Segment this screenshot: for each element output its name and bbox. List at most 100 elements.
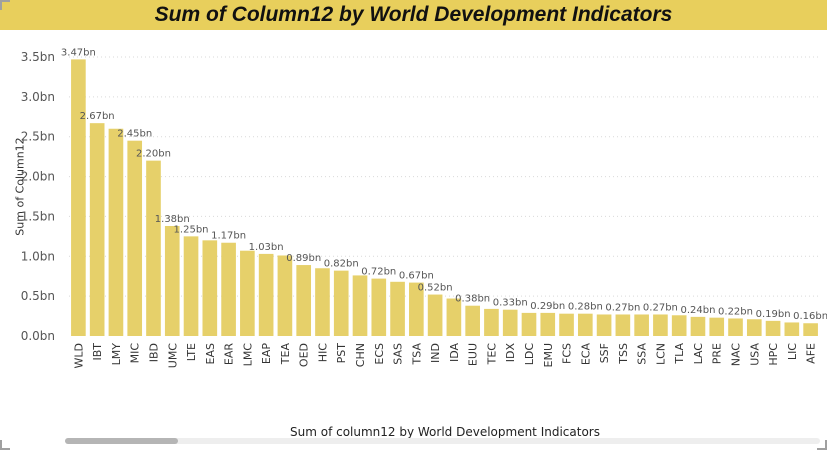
y-tick-label: 2.0bn (21, 170, 55, 184)
x-tick-label: CHN (354, 343, 367, 367)
bar (803, 323, 818, 336)
bar (446, 298, 462, 336)
x-tick-label: LIC (786, 343, 799, 360)
bar (653, 314, 668, 336)
x-tick-label: LAC (692, 343, 705, 365)
x-tick-label: EAS (204, 343, 217, 364)
data-label: 2.67bn (80, 111, 115, 122)
x-tick-label: IDA (448, 343, 461, 363)
title-bar: Sum of Column12 by World Development Ind… (0, 0, 827, 30)
bar (502, 309, 518, 336)
y-tick-label: 3.5bn (21, 50, 55, 64)
bar (540, 312, 556, 336)
data-label: 1.03bn (249, 242, 284, 253)
bar (240, 250, 255, 336)
bar (127, 140, 143, 336)
x-tick-label: FCS (561, 343, 574, 364)
data-label: 0.27bn (605, 302, 640, 313)
data-label: 0.33bn (493, 298, 528, 309)
bar (108, 128, 124, 336)
data-label: 1.38bn (155, 214, 190, 225)
x-tick-label: LTE (185, 343, 198, 361)
data-label: 0.52bn (418, 283, 453, 294)
bar (709, 317, 725, 336)
x-tick-label: ECS (373, 343, 386, 365)
bar (690, 316, 706, 336)
y-axis-ticks: 0.0bn 0.5bn 1.0bn 1.5bn 2.0bn 2.5bn 3.0bn 3.5bn (21, 50, 55, 343)
x-tick-label: TSA (410, 343, 423, 366)
bar (634, 314, 649, 336)
x-tick-label: TSS (617, 343, 630, 365)
horizontal-scrollbar[interactable] (65, 438, 820, 444)
bar (596, 314, 612, 336)
data-label: 2.45bn (117, 129, 152, 140)
x-tick-label: MIC (129, 343, 142, 364)
data-label: 0.29bn (530, 301, 565, 312)
x-tick-label: UMC (166, 343, 179, 369)
bar (89, 123, 105, 336)
resize-handle-top-left[interactable] (0, 0, 10, 10)
x-tick-label: HIC (316, 343, 329, 363)
data-label: 0.24bn (680, 305, 715, 316)
x-tick-label: NAC (730, 343, 743, 367)
y-tick-label: 2.5bn (21, 130, 55, 144)
bar (521, 312, 537, 336)
data-label: 0.89bn (286, 253, 321, 264)
y-tick-label: 3.0bn (21, 90, 55, 104)
x-tick-label: PRE (711, 343, 724, 364)
y-tick-label: 0.5bn (21, 289, 55, 303)
bar (315, 268, 330, 336)
x-tick-label: IDX (504, 343, 517, 363)
bars (71, 59, 818, 337)
data-label: 0.16bn (793, 311, 827, 322)
x-tick-label: HPC (767, 343, 780, 366)
bar (765, 320, 781, 336)
x-tick-label: IND (429, 343, 442, 363)
bar (409, 282, 424, 336)
bar (671, 315, 687, 336)
resize-handle-bottom-right[interactable] (817, 440, 827, 450)
bar (333, 270, 349, 336)
bar (146, 160, 161, 336)
x-tick-label: ECA (579, 343, 592, 366)
y-tick-label: 1.0bn (21, 249, 55, 263)
grid-lines (69, 56, 820, 297)
x-tick-label: LMY (110, 343, 123, 366)
bar (465, 305, 480, 336)
data-label: 0.22bn (718, 306, 753, 317)
x-tick-label: LCN (654, 343, 667, 365)
x-tick-label: LDC (523, 343, 536, 366)
bar (371, 278, 387, 336)
y-tick-label: 0.0bn (21, 329, 55, 343)
x-tick-label: SSF (598, 343, 611, 363)
bar (221, 242, 236, 336)
x-tick-label: OED (298, 343, 311, 367)
x-tick-label: EUU (467, 343, 480, 366)
x-tick-label: TEC (485, 343, 498, 366)
bar (277, 255, 293, 336)
data-label: 2.20bn (136, 149, 171, 160)
x-tick-label: IBD (147, 343, 160, 362)
x-tick-label: AFE (805, 343, 818, 364)
x-tick-label: USA (748, 343, 761, 366)
bar (784, 322, 800, 336)
x-axis-label: Sum of column12 by World Development Ind… (290, 425, 600, 439)
scrollbar-thumb[interactable] (65, 438, 178, 444)
data-label: 3.47bn (61, 47, 96, 58)
chart-title: Sum of Column12 by World Development Ind… (154, 3, 673, 26)
bar (164, 225, 180, 336)
data-label: 0.27bn (643, 302, 678, 313)
bar (746, 319, 762, 336)
bar (183, 236, 199, 336)
x-tick-label: TEA (279, 343, 292, 366)
bar (577, 313, 593, 336)
resize-handle-bottom-left[interactable] (0, 440, 10, 450)
x-tick-label: LMC (241, 343, 254, 367)
bar (728, 318, 743, 336)
x-tick-label: EAR (223, 343, 236, 365)
bar (352, 275, 368, 336)
bar (202, 240, 218, 336)
bar (484, 308, 499, 336)
